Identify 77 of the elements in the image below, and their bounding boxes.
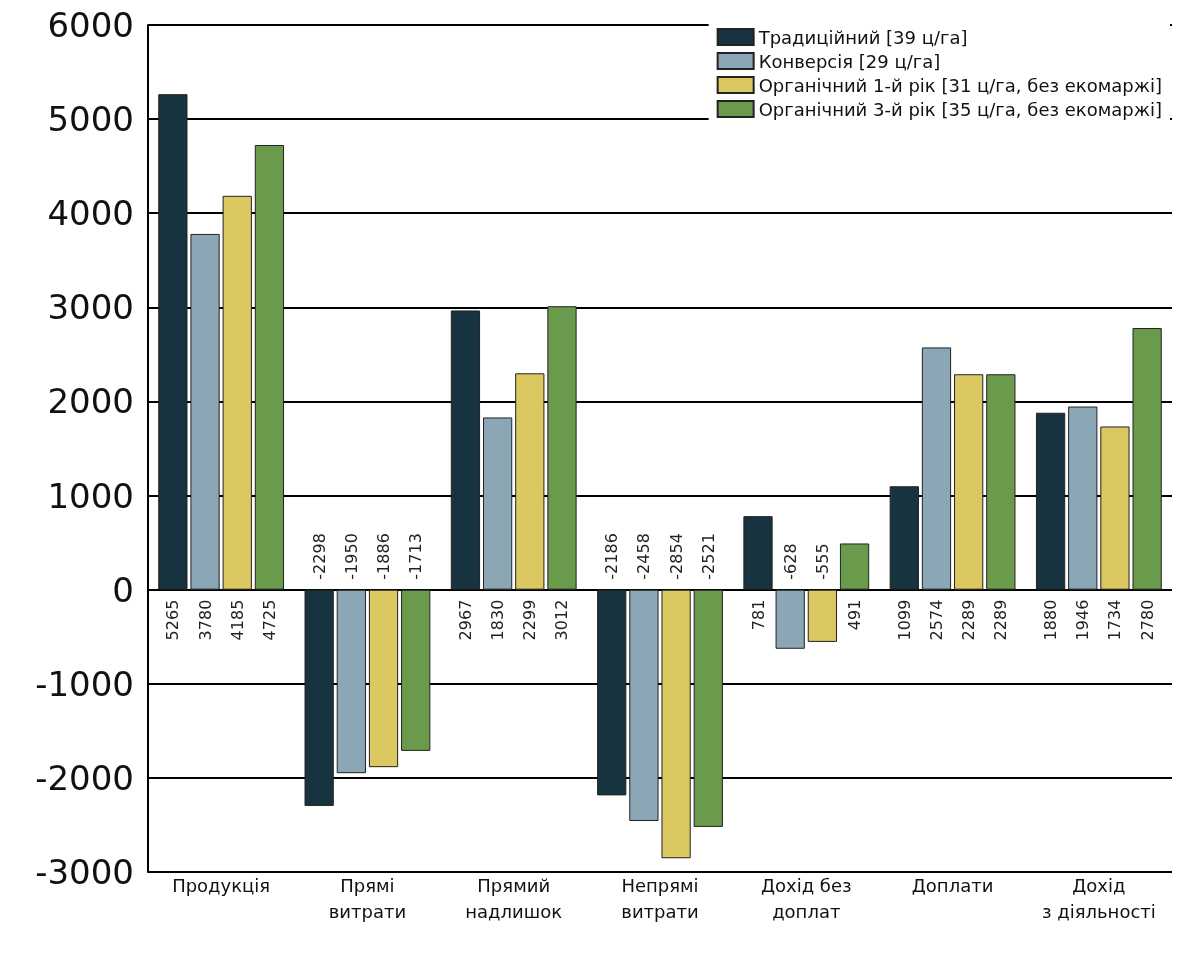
y-tick-label: 6000 [47,5,134,45]
bar [921,347,952,590]
data-label: 1099 [894,599,914,641]
data-label: -2298 [309,533,329,580]
data-label: -555 [812,543,832,580]
data-label: 1734 [1105,599,1125,641]
bar [304,589,334,806]
bar [986,374,1016,590]
y-tick-label: 0 [112,569,134,610]
legend-label: Традиційний [39 ц/га] [757,26,968,48]
data-label: -628 [780,543,800,580]
data-label: -2458 [634,533,654,580]
data-label: 3780 [195,599,215,641]
bar [661,589,691,859]
bar [954,374,984,590]
x-tick-label: Дохід без доплат [760,874,852,922]
x-tick-label: Прямі витрати [328,874,407,922]
data-label: -1886 [374,533,394,580]
bar [515,373,545,590]
bar [401,589,431,751]
y-tick-label: -1000 [35,663,134,704]
bar [775,589,805,649]
data-label: -2186 [602,533,622,580]
data-label: 3012 [552,599,572,641]
bar [1100,426,1130,590]
bar [743,516,773,590]
data-label: 2289 [959,599,979,641]
bar [450,310,481,590]
legend-label: Конверсія [29 ц/га] [758,50,941,72]
bar [839,543,870,590]
data-label: 2289 [991,599,1011,641]
y-tick-label: 5000 [47,99,134,140]
data-label: 491 [845,599,865,631]
x-tick-label: Непрямі витрати [621,874,699,922]
data-label: 2299 [520,599,540,641]
data-label: 2780 [1137,599,1157,641]
data-label: 5265 [163,599,183,641]
bar [482,417,513,590]
bar [222,195,252,590]
data-label: -1713 [406,533,426,580]
bar [629,589,659,821]
bar [889,486,919,590]
x-tick-label: Прямий надлишок [465,874,563,922]
data-label: -1950 [341,533,361,580]
data-label: 2574 [926,599,946,641]
bar [807,589,838,642]
data-label: 1880 [1041,599,1061,641]
bar [254,144,285,590]
bar [1068,406,1098,590]
bar [547,306,577,590]
bar [597,589,627,796]
y-tick-label: -2000 [35,757,134,798]
data-label: 1946 [1073,599,1093,641]
bar [158,94,188,590]
y-tick-label: 2000 [47,381,134,422]
data-label: 781 [748,599,768,631]
bar [336,589,366,774]
data-label: -2854 [666,533,686,580]
data-label: 4185 [227,599,247,641]
y-tick-label: 4000 [47,193,134,234]
y-tick-label: 1000 [47,475,134,516]
legend-label: Органічний 1-й рік [31 ц/га, без екомаржі] [758,74,1162,96]
x-tick-label: Продукція [172,874,271,896]
bar [693,589,723,827]
bar [368,589,399,768]
data-label: -2521 [698,533,718,580]
bar [1132,328,1162,590]
data-label: 2967 [455,599,475,641]
bar [1035,412,1066,590]
y-tick-label: -3000 [35,852,134,892]
bar [190,233,220,590]
data-label: 4725 [259,599,279,641]
legend-label: Органічний 3-й рік [35 ц/га, без екомаржі] [758,98,1162,120]
x-tick-label: Доплати [911,874,994,896]
x-tick-label: Дохід з діяльності [1041,874,1156,922]
y-tick-label: 3000 [47,287,134,328]
data-label: 1830 [488,599,508,641]
